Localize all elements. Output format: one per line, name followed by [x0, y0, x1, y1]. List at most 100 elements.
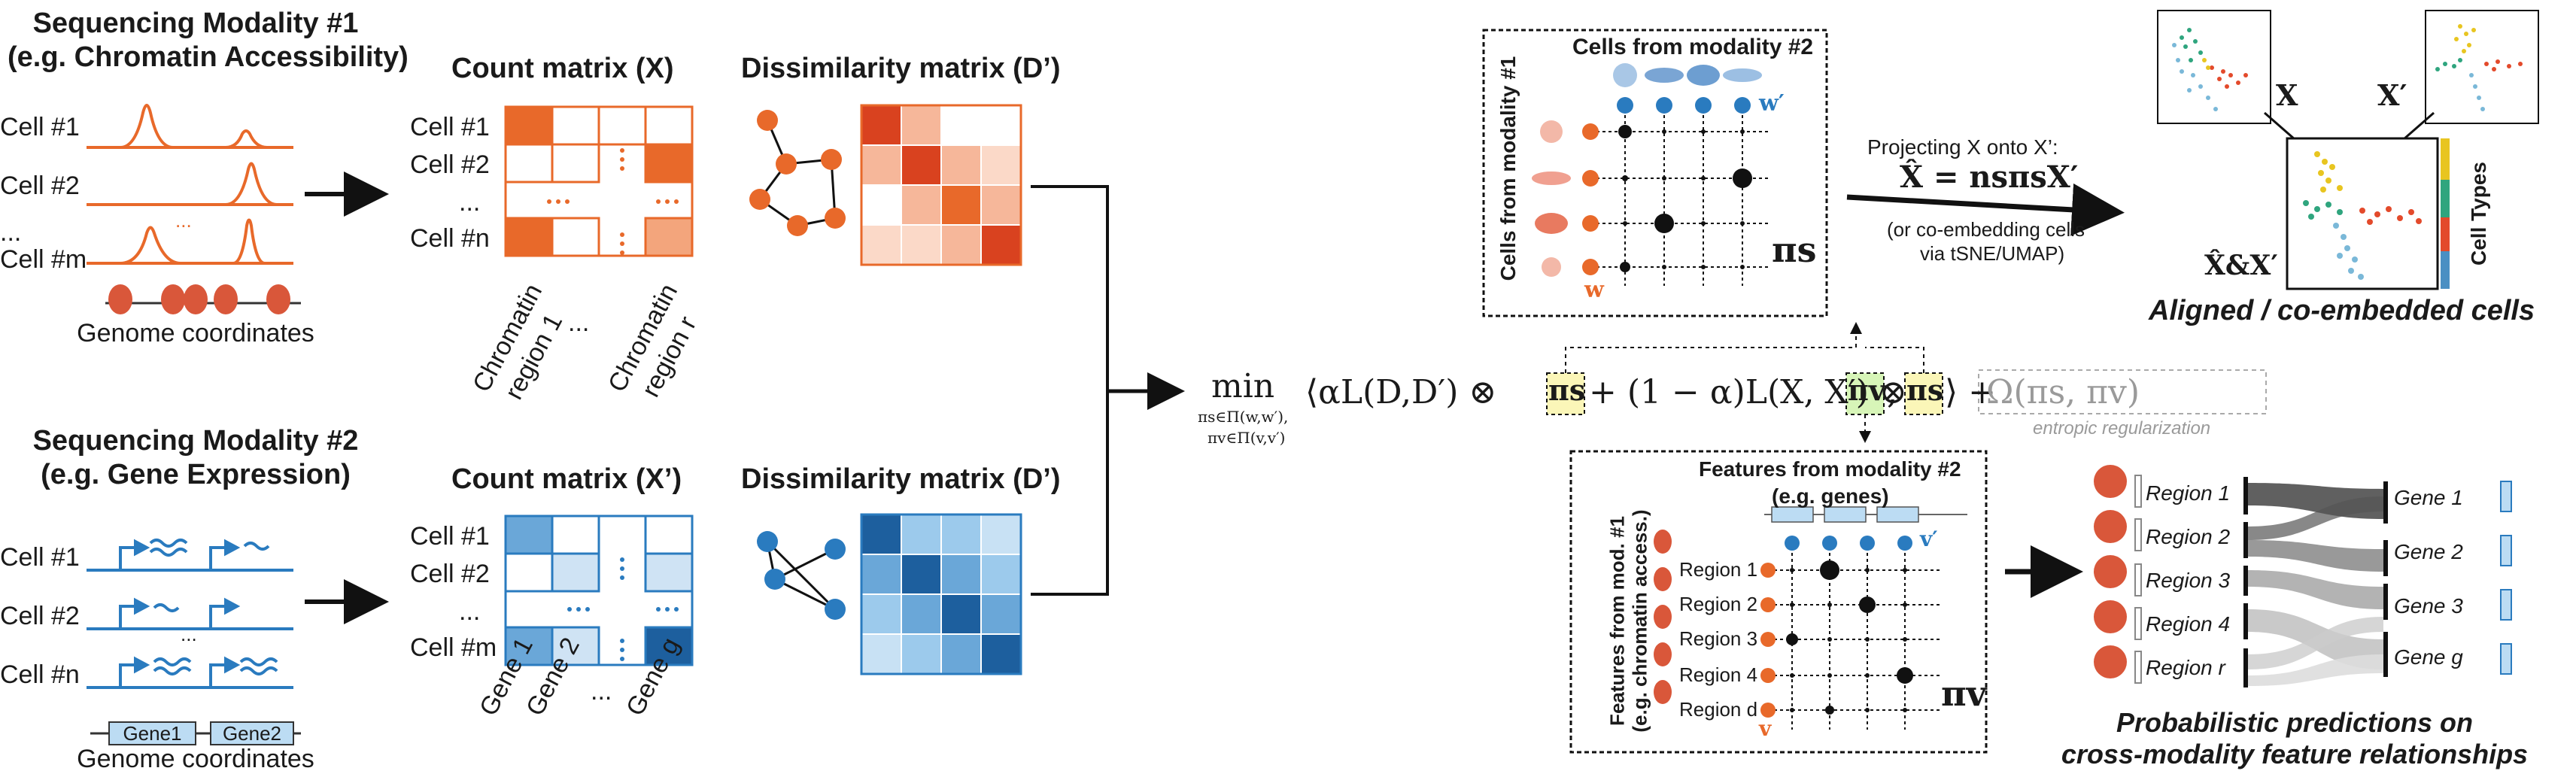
projection-line3: (or co-embedding cells	[1887, 218, 2085, 241]
objective-sub2: πv∈Π(v,v′)	[1208, 429, 1286, 447]
embed-x-label: X	[2276, 78, 2298, 112]
graph-2	[757, 531, 846, 620]
sankey-gene-g: Gene g	[2394, 645, 2463, 669]
objective-comma: ,	[1887, 373, 1897, 411]
highlight-pis-2	[1904, 372, 1943, 415]
cell-type-legend-bar	[2441, 138, 2450, 289]
embedding-xprime	[2425, 10, 2539, 124]
count2-row-2: Cell #2	[410, 560, 490, 588]
count1-row-2: Cell #2	[410, 150, 490, 179]
feature-row-3: Region 3	[1679, 627, 1758, 650]
count1-row-1: Cell #1	[410, 113, 490, 141]
sankey-region-r: Region r	[2146, 656, 2225, 679]
mod1-cell-m: Cell #m	[0, 245, 87, 274]
count-matrix-x	[504, 105, 694, 257]
objective-piv: πv	[1848, 373, 1885, 407]
objective-regularizer: Ω(πs, πv)	[1986, 373, 2140, 411]
mod1-track-dots: ...	[175, 209, 192, 232]
mod1-cell-2: Cell #2	[0, 171, 80, 200]
projection-formula: X̂ = nsπsX′	[1900, 159, 2079, 195]
feature-panel-title: Features from modality #2	[1699, 457, 1961, 481]
sankey-flows	[2248, 483, 2383, 686]
mod2-cell-n: Cell #n	[0, 660, 80, 689]
embed-link-2	[2403, 111, 2435, 141]
highlight-pis-1	[1546, 372, 1585, 415]
objective-pis-2: πs	[1906, 373, 1944, 407]
nucleosomes-1	[105, 284, 301, 314]
sankey-gene-2: Gene 2	[2394, 540, 2463, 563]
count2-row-m: Cell #m	[410, 633, 497, 662]
feature-panel-left-dots	[1760, 563, 1776, 718]
embed-caption: Aligned / co-embedded cells	[2149, 295, 2535, 326]
arrow-to-embedding	[1846, 183, 2125, 236]
sankey-region-2: Region 2	[2146, 525, 2231, 548]
count2-title: Count matrix (X’)	[451, 463, 682, 495]
sankey-nucleosomes	[2094, 465, 2127, 678]
objective-term-1: ⟨αL(D,D′) ⊗	[1305, 373, 1497, 411]
cell-panel-grid	[1590, 109, 1768, 286]
feature-panel-nucleosomes	[1654, 530, 1672, 704]
mod2-cell-1: Cell #1	[0, 543, 80, 572]
connector-bracket	[1031, 185, 1185, 596]
modality2-subtitle: (e.g. Gene Expression)	[41, 459, 351, 490]
modality1-tracks	[87, 104, 293, 265]
count1-row-dots: ...	[459, 188, 481, 217]
diss1-title: Dissimilarity matrix (D’)	[741, 53, 1061, 84]
embed-combined-label: X̂&X′	[2204, 250, 2278, 281]
cell-panel-ylabel: Cells from modality #1	[1496, 56, 1520, 281]
objective-min: min	[1211, 367, 1275, 405]
feature-row-d: Region d	[1679, 698, 1758, 721]
cell-panel-w: w	[1584, 277, 1604, 303]
feature-panel-gene-track	[1764, 506, 1967, 551]
cell-types-label: Cell Types	[2467, 162, 2490, 266]
highlight-piv	[1845, 372, 1885, 415]
cell-panel-title: Cells from modality #2	[1572, 35, 1814, 59]
objective-close: ⟩ +	[1945, 373, 1997, 411]
modality1-title: Sequencing Modality #1	[32, 8, 359, 39]
sankey-gene-3: Gene 3	[2394, 594, 2463, 618]
cell-panel-top-cells	[1613, 63, 1762, 114]
count2-row-1: Cell #1	[410, 522, 490, 551]
sankey-right-bars	[2243, 477, 2388, 687]
regularization-box	[1978, 369, 2267, 414]
sankey-left-nodes	[2134, 475, 2142, 684]
count2-row-dots: ...	[459, 597, 481, 626]
mod2-cell-2: Cell #2	[0, 602, 80, 630]
diss2-title: Dissimilarity matrix (D’)	[741, 463, 1061, 495]
count1-title: Count matrix (X)	[451, 53, 674, 84]
mod1-cell-1: Cell #1	[0, 113, 80, 141]
mod2-track-dots: ...	[181, 623, 197, 645]
regularization-label: entropic regularization	[2033, 418, 2211, 439]
cell-panel-frame	[1482, 29, 1828, 317]
mod2-axis-label: Genome coordinates	[77, 745, 314, 773]
count-matrix-x-ellipses	[547, 148, 679, 255]
graph-1	[749, 110, 846, 236]
feature-row-4: Region 4	[1679, 663, 1758, 686]
modality1-subtitle: (e.g. Chromatin Accessibility)	[8, 41, 409, 73]
feature-panel-grid	[1768, 553, 1941, 730]
count1-row-n: Cell #n	[410, 224, 490, 253]
count2-col-dots: ...	[591, 677, 612, 706]
sankey-region-3: Region 3	[2146, 569, 2231, 592]
gene2-label: Gene2	[222, 722, 282, 745]
feature-panel-ylabel-1: Features from mod. #1	[1605, 516, 1629, 726]
sankey-right-nodes	[2500, 481, 2512, 675]
embedding-combined	[2286, 137, 2439, 290]
feature-panel-vprime: v′	[1920, 527, 1938, 551]
dotted-connectors	[1565, 322, 1924, 443]
dissimilarity-matrix-1	[860, 104, 1022, 266]
modality2-tracks	[87, 539, 293, 689]
count-matrix-xprime-ellipses	[567, 557, 679, 661]
sankey-caption-1: Probabilistic predictions on	[2116, 707, 2474, 738]
objective-term-2: + (1 − α)L(X, X′) ⊗	[1589, 373, 1907, 411]
feature-panel-v: v	[1759, 716, 1772, 741]
dissimilarity-matrix-2	[860, 513, 1022, 675]
objective-pis: πs	[1548, 373, 1586, 407]
cell-panel-pi: πs	[1772, 229, 1817, 270]
sankey-gene-1: Gene 1	[2394, 486, 2463, 509]
cell-panel-coupling	[1618, 125, 1752, 272]
gene-track	[90, 721, 301, 745]
objective-sub1: πs∈Π(w,w′),	[1198, 408, 1289, 426]
sankey-region-1: Region 1	[2146, 481, 2231, 505]
